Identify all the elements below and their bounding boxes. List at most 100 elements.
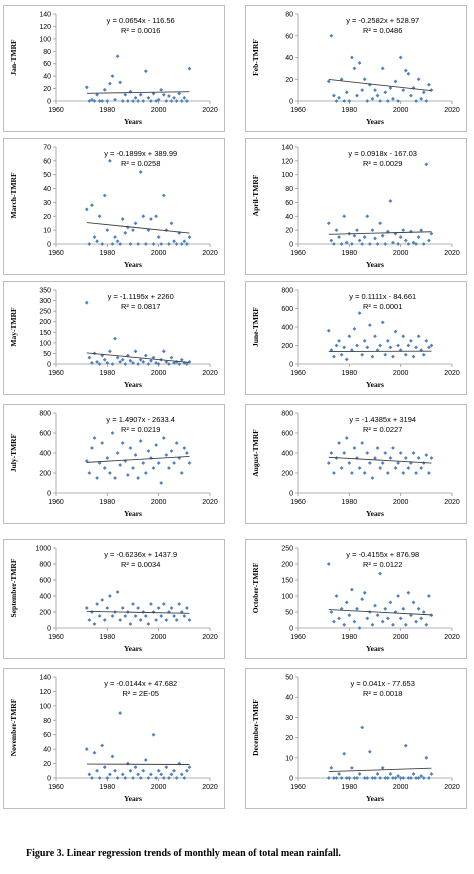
- data-point: [185, 451, 189, 455]
- y-tick-label: 100: [281, 594, 293, 601]
- data-point: [357, 238, 362, 243]
- data-point: [179, 772, 184, 777]
- data-point: [355, 343, 359, 348]
- data-point: [172, 239, 176, 244]
- data-point: [118, 618, 123, 622]
- data-point: [362, 776, 367, 780]
- y-tick-label: 120: [281, 158, 293, 165]
- chart-svg: November-TMRF 0 20 40 60 80 100 120 140 1960 1980 2…: [9, 675, 218, 804]
- x-tick-label: 2020: [444, 634, 460, 641]
- data-point: [164, 618, 169, 622]
- data-point: [370, 96, 375, 101]
- y-tick-label: 70: [43, 145, 51, 152]
- data-point: [391, 354, 395, 359]
- data-point: [125, 761, 130, 766]
- data-point: [92, 99, 97, 103]
- data-point: [383, 90, 388, 95]
- data-point: [337, 235, 341, 239]
- data-point: [360, 597, 365, 602]
- data-point: [169, 772, 174, 777]
- data-point: [179, 471, 184, 475]
- data-point: [332, 619, 336, 624]
- data-point: [187, 359, 192, 364]
- data-point: [352, 776, 357, 780]
- x-tick-label: 2020: [202, 499, 218, 506]
- data-point: [409, 338, 413, 343]
- data-point: [424, 755, 429, 760]
- data-point: [159, 481, 164, 485]
- data-point: [100, 99, 105, 103]
- data-point: [332, 471, 336, 475]
- data-point: [172, 614, 176, 618]
- y-tick-label: 60: [285, 200, 293, 207]
- data-point: [161, 92, 166, 97]
- data-point: [380, 461, 385, 465]
- chart-panel-8: August-TMRF 0 200 400 600 800 1960 1980 2000 2020…: [245, 404, 467, 524]
- y-tick-label: 800: [281, 411, 293, 418]
- data-point: [365, 99, 370, 103]
- data-point: [102, 618, 107, 622]
- data-point: [393, 776, 398, 780]
- data-point: [187, 66, 192, 71]
- data-point: [177, 761, 182, 766]
- data-point: [355, 93, 359, 98]
- data-point: [102, 193, 107, 198]
- data-point: [115, 355, 120, 360]
- trend-equation: y = -0.4155x + 876.98: [346, 550, 419, 559]
- data-point: [352, 619, 357, 624]
- x-tick-label: 2020: [444, 107, 460, 114]
- chart-svg: October-TMRF 0 50 100 150 200 250 1960 1980 2000 2…: [251, 546, 460, 654]
- y-tick-label: 150: [39, 330, 51, 337]
- data-point: [429, 88, 434, 93]
- x-tick-label: 2020: [202, 784, 218, 791]
- data-point: [179, 99, 184, 103]
- data-point: [113, 235, 117, 239]
- data-point: [105, 606, 110, 610]
- data-point: [125, 225, 130, 230]
- y-axis-label: April-TMRF: [251, 174, 260, 216]
- y-tick-label: 600: [281, 431, 293, 438]
- data-point: [373, 334, 377, 339]
- data-point: [380, 320, 385, 325]
- trend-equation: y = -0.2582x + 528.97: [346, 16, 419, 25]
- x-tick-label: 1980: [342, 784, 358, 791]
- trend-line: [328, 609, 432, 616]
- y-tick-label: 20: [43, 214, 51, 221]
- data-point: [416, 776, 421, 780]
- x-tick-label: 1960: [290, 784, 306, 791]
- trend-line: [328, 231, 432, 235]
- data-point: [90, 203, 94, 208]
- data-point: [182, 361, 187, 365]
- x-tick-label: 1960: [48, 499, 64, 506]
- data-point: [362, 590, 367, 595]
- data-point: [108, 471, 112, 475]
- data-point: [102, 357, 107, 362]
- data-point: [424, 99, 429, 103]
- data-point: [113, 336, 117, 341]
- data-point: [138, 618, 143, 622]
- y-tick-label: 20: [285, 228, 293, 235]
- data-point: [133, 614, 138, 618]
- data-point: [125, 473, 130, 477]
- y-tick-label: 60: [43, 61, 51, 68]
- data-point: [342, 451, 347, 455]
- data-point: [396, 594, 400, 598]
- data-point: [360, 441, 365, 445]
- y-tick-label: 200: [281, 471, 293, 478]
- data-point: [185, 242, 189, 246]
- y-axis-label: July-TMRF: [9, 433, 18, 472]
- data-point: [391, 446, 395, 450]
- y-tick-label: 0: [289, 776, 293, 783]
- y-tick-label: 30: [285, 715, 293, 722]
- chart-svg: July-TMRF 0 200 400 600 800 1960 1980 2000 2020 Ye…: [9, 411, 218, 519]
- data-point: [164, 359, 169, 364]
- y-tick-label: 100: [39, 703, 51, 710]
- y-tick-label: 100: [39, 36, 51, 43]
- y-tick-label: 140: [39, 12, 51, 19]
- data-point: [411, 451, 416, 455]
- y-tick-label: 80: [285, 186, 293, 193]
- data-point: [357, 466, 362, 470]
- trend-equation: y = -0.0144x + 47.682: [104, 679, 177, 688]
- y-tick-label: 0: [289, 362, 293, 369]
- y-tick-label: 200: [281, 343, 293, 350]
